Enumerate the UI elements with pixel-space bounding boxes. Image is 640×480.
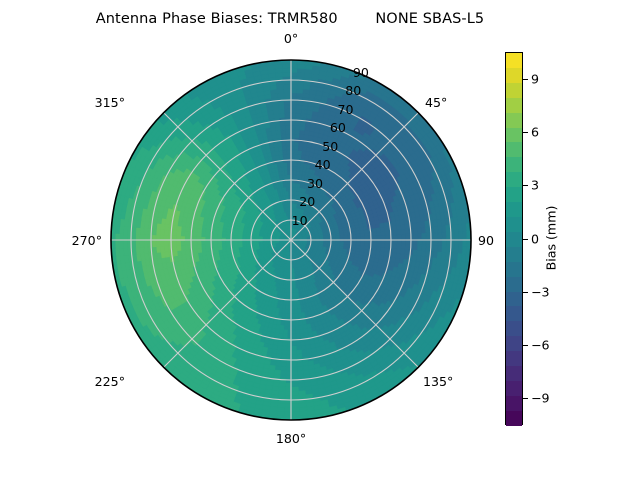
polar-grid [111, 60, 471, 420]
colorbar[interactable]: 9 6 3 0 −3 −6 −9 [505, 52, 550, 426]
angle-label-180: 180° [275, 431, 307, 446]
colorbar-axis-label: Bias (mm) [543, 205, 559, 271]
colorbar-tick-label: 0 [531, 231, 540, 246]
angle-label-135: 135° [423, 374, 454, 389]
colorbar-tick-label: −3 [531, 284, 550, 300]
radial-tick-label-60: 60 [329, 120, 346, 136]
radial-tick-label-20: 20 [299, 194, 316, 210]
polar-plot-area[interactable]: 0° 45° 90 135° 180° 225° 270° 315° 10 20 3… [72, 31, 494, 446]
colorbar-tick-mark [523, 238, 528, 240]
angle-label-270: 270° [71, 233, 102, 248]
colorbar-tick-mark [523, 291, 528, 293]
angle-label-45: 45° [425, 95, 448, 110]
radial-tick-label-10: 10 [291, 212, 308, 228]
colorbar-tick-label: 6 [531, 124, 540, 140]
colorbar-tick-label: 9 [531, 71, 540, 87]
radial-tick-label-30: 30 [306, 175, 323, 191]
radial-tick-label-80: 80 [345, 83, 362, 99]
colorbar-tick-mark [523, 78, 528, 80]
polar-outer-ring [110, 59, 472, 421]
page-title: Antenna Phase Biases: TRMR580 NONE SBAS-… [95, 11, 485, 27]
polar-heatmap-svg [110, 59, 472, 421]
colorbar-gradient [505, 52, 523, 426]
radial-tick-label-50: 50 [322, 138, 339, 154]
colorbar-tick-label: −6 [531, 337, 550, 353]
angle-label-90: 90 [478, 233, 495, 248]
angle-label-225: 225° [94, 374, 125, 389]
colorbar-tick-mark [523, 345, 528, 347]
colorbar-tick-mark [523, 185, 528, 187]
colorbar-tick-mark [523, 131, 528, 133]
angle-label-0: 0° [283, 31, 299, 46]
radial-tick-label-70: 70 [337, 101, 354, 117]
colorbar-tick-mark [523, 398, 528, 400]
radial-tick-label-40: 40 [314, 157, 331, 173]
colorbar-tick-label: 3 [531, 177, 540, 193]
colorbar-tick-label: −9 [531, 390, 550, 406]
radial-tick-label-90: 90 [352, 64, 369, 80]
angle-label-315: 315° [94, 95, 125, 110]
